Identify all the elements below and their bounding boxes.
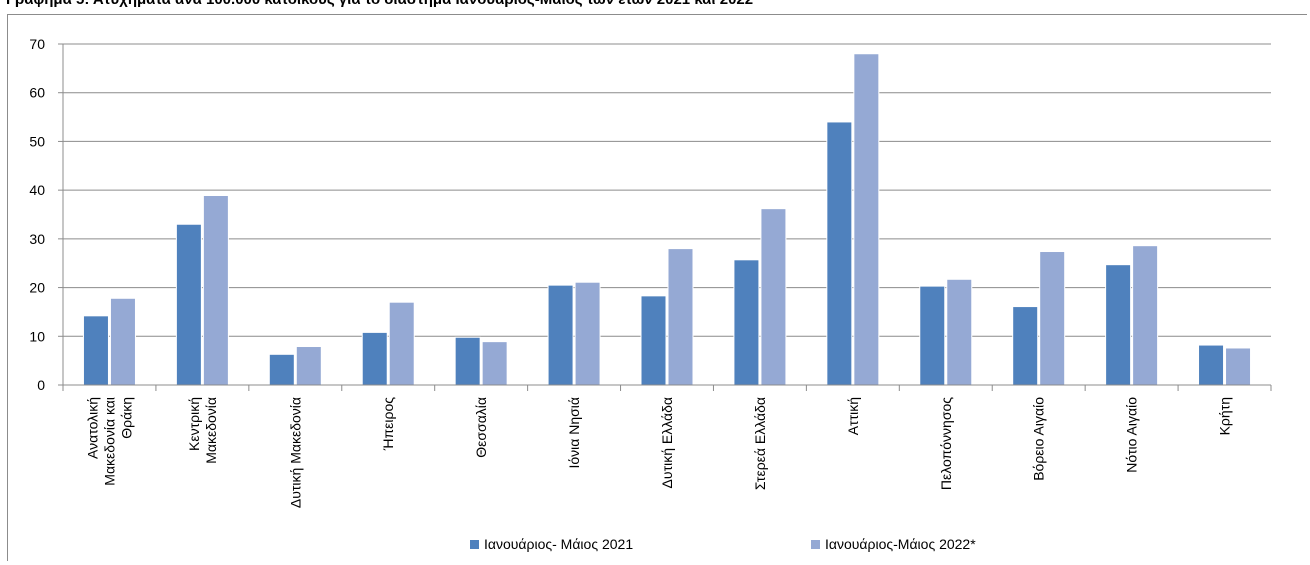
bar-2021: Στερεά Ελλάδα: 25.7 xyxy=(733,259,760,386)
bar-2022: Πελοπόννησος: 21.7 xyxy=(946,278,973,386)
bar-2022: Δυτική Μακεδονία: 7.9 xyxy=(295,346,322,386)
bar-2021: Ήπειρος: 10.8 xyxy=(361,331,388,386)
x-tick-label-line: Μακεδονία xyxy=(203,397,219,464)
y-tick-label: 50 xyxy=(29,133,45,149)
x-tick-label: Αττική xyxy=(845,397,861,435)
y-tick-label: 10 xyxy=(29,328,45,344)
y-tick-label: 20 xyxy=(29,280,45,296)
y-axis-ticks: 0 10 20 30 40 50 60 70 xyxy=(29,36,63,393)
legend: Ιανουάριος- Μάιος 2021 Ιανουάριος-Μάιος … xyxy=(0,536,1310,556)
x-tick-label: Νότιο Αιγαίο xyxy=(1124,397,1140,473)
x-tick-label-line: Αττική xyxy=(845,397,861,435)
x-tick-label-line: Μακεδονία και xyxy=(101,397,117,486)
bar-2021: Δυτική Ελλάδα: 18.3 xyxy=(640,295,667,386)
x-tick-label: Δυτική Μακεδονία xyxy=(287,397,303,508)
x-tick-label: Πελοπόννησος xyxy=(938,397,954,490)
x-tick-label: Ιόνια Νησιά xyxy=(566,397,582,469)
x-tick-label-line: Θράκη xyxy=(118,397,134,439)
bar-2022: Ιόνια Νησιά: 21.1 xyxy=(574,281,601,386)
bar-2022: Αττική: 68 xyxy=(853,53,880,386)
x-tick-label: Βόρειο Αιγαίο xyxy=(1031,397,1047,481)
x-axis xyxy=(62,44,1272,391)
x-tick-label-line: Βόρειο Αιγαίο xyxy=(1031,397,1047,481)
bar-2021: Κεντρική Μακεδονία: 33 xyxy=(175,223,202,386)
bar-2022: Νότιο Αιγαίο: 28.6 xyxy=(1132,245,1159,386)
x-tick-label-line: Κρήτη xyxy=(1217,397,1233,435)
legend-swatch-2021 xyxy=(470,539,479,549)
x-axis-labels: Ανατολική Μακεδονία και Θράκη Κεντρική Μακεδ… xyxy=(84,397,1232,508)
bar-chart: 0 10 20 30 40 50 60 70 Ανατολική Μακεδονία και … xyxy=(29,36,1272,508)
chart-title: Γράφημα 5: Ατυχήματα ανά 100.000 κατοίκο… xyxy=(6,0,1306,9)
bar-2022: Στερεά Ελλάδα: 36.2 xyxy=(760,208,787,386)
x-tick-label-line: Νότιο Αιγαίο xyxy=(1124,397,1140,473)
bar-2021: Ανατολική Μακεδονία και Θράκη: 14.2 xyxy=(82,315,109,386)
bar-2022: Ήπειρος: 17 xyxy=(388,301,415,386)
x-tick-label: Στερεά Ελλάδα xyxy=(752,397,768,490)
y-tick-label: 40 xyxy=(29,182,45,198)
bar-2021: Ιόνια Νησιά: 20.5 xyxy=(547,284,574,386)
legend-item-2022: Ιανουάριος-Μάιος 2022* xyxy=(811,536,976,552)
chart-frame xyxy=(7,14,1307,561)
x-tick-label: Δυτική Ελλάδα xyxy=(659,397,675,488)
bar-2021: Δυτική Μακεδονία: 6.3 xyxy=(268,353,295,386)
x-tick-label-line: Ήπειρος xyxy=(380,397,396,451)
y-tick-label: 70 xyxy=(29,36,45,52)
x-tick-label: Ανατολική Μακεδονία και Θράκη xyxy=(84,397,134,486)
bars: Ανατολική Μακεδονία και Θράκη: 14.2Ανατο… xyxy=(82,53,1252,386)
bar-2022: Βόρειο Αιγαίο: 27.4 xyxy=(1039,251,1066,386)
bar-2022: Θεσσαλία: 8.9 xyxy=(481,341,508,386)
x-tick-label: Κεντρική Μακεδονία xyxy=(186,397,219,464)
x-tick-label-line: Θεσσαλία xyxy=(473,397,489,458)
x-tick-label: Κρήτη xyxy=(1217,397,1233,435)
bar-2021: Πελοπόννησος: 20.3 xyxy=(919,285,946,386)
y-tick-label: 0 xyxy=(37,377,45,393)
bar-2022: Δυτική Ελλάδα: 28 xyxy=(667,248,694,386)
y-tick-label: 60 xyxy=(29,85,45,101)
x-tick-label-line: Στερεά Ελλάδα xyxy=(752,397,768,490)
x-tick-label: Ήπειρος xyxy=(380,397,396,451)
x-tick-label-line: Δυτική Ελλάδα xyxy=(659,397,675,488)
x-tick-label-line: Κεντρική xyxy=(186,397,202,451)
x-tick-label-line: Ιόνια Νησιά xyxy=(566,397,582,469)
legend-swatch-2022 xyxy=(811,539,820,549)
bar-2022: Κεντρική Μακεδονία: 38.9 xyxy=(202,195,229,386)
bar-2021: Βόρειο Αιγαίο: 16.1 xyxy=(1012,306,1039,386)
bar-2021: Νότιο Αιγαίο: 24.7 xyxy=(1105,264,1132,386)
x-tick-label-line: Δυτική Μακεδονία xyxy=(287,397,303,508)
legend-label-2022: Ιανουάριος-Μάιος 2022* xyxy=(825,536,976,552)
y-tick-label: 30 xyxy=(29,231,45,247)
bar-2021: Θεσσαλία: 9.8 xyxy=(454,336,481,386)
x-tick-label: Θεσσαλία xyxy=(473,397,489,458)
bar-2021: Κρήτη: 8.2 xyxy=(1198,344,1225,386)
legend-item-2021: Ιανουάριος- Μάιος 2021 xyxy=(470,536,633,552)
legend-label-2021: Ιανουάριος- Μάιος 2021 xyxy=(484,536,634,552)
bar-2022: Ανατολική Μακεδονία και Θράκη: 17.8 xyxy=(109,297,136,386)
bar-2022: Κρήτη: 7.6 xyxy=(1225,347,1252,386)
x-tick-label-line: Ανατολική xyxy=(84,397,100,459)
bar-2021: Αττική: 54 xyxy=(826,121,853,386)
gridlines xyxy=(63,43,1271,337)
x-tick-label-line: Πελοπόννησος xyxy=(938,397,954,490)
